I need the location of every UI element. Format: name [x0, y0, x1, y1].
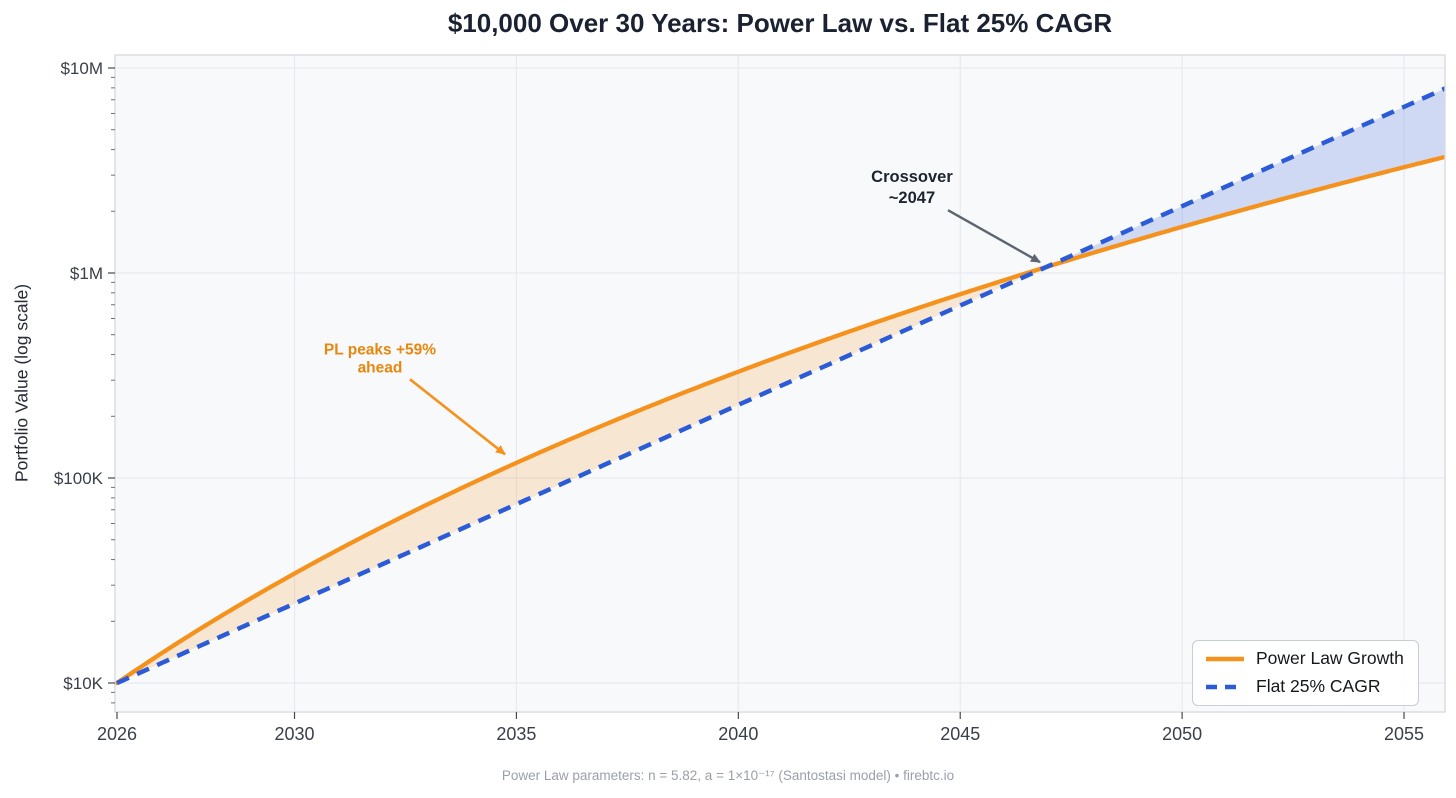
- legend-label-power-law: Power Law Growth: [1256, 648, 1404, 668]
- crossover-annotation-line1: Crossover: [871, 168, 953, 186]
- legend: Power Law Growth Flat 25% CAGR: [1192, 640, 1419, 706]
- legend-dashed-line-icon: [1206, 684, 1244, 689]
- pl-peak-arrow: [409, 378, 506, 456]
- y-axis-label: Portfolio Value (log scale): [11, 283, 32, 483]
- y-tick-label: $1M: [70, 264, 103, 283]
- plot-area: [115, 55, 1445, 712]
- y-tick-label: $100K: [54, 469, 104, 488]
- x-tick-label: 2040: [718, 724, 758, 744]
- x-tick-label: 2030: [274, 724, 314, 744]
- crossover-arrow: [947, 209, 1041, 264]
- annotations: Crossover ~2047 PL peaks +59% ahead: [324, 168, 1041, 456]
- pl-peak-annotation-line1: PL peaks +59%: [324, 341, 436, 358]
- footer-parameters-note: Power Law parameters: n = 5.82, a = 1×10…: [501, 768, 955, 783]
- y-tick-label: $10M: [60, 59, 103, 78]
- crossover-annotation-line2: ~2047: [889, 189, 935, 207]
- legend-solid-line-icon: [1206, 656, 1244, 661]
- legend-item-power-law: Power Law Growth: [1205, 648, 1404, 669]
- y-tick-label: $10K: [63, 674, 103, 693]
- pl-peak-annotation-line2: ahead: [358, 359, 403, 376]
- x-tick-label: 2026: [97, 724, 137, 744]
- plot-border: [114, 54, 1446, 713]
- legend-label-cagr: Flat 25% CAGR: [1256, 676, 1381, 696]
- x-tick-label: 2050: [1162, 724, 1202, 744]
- data-series-lines: [115, 86, 1445, 686]
- x-tick-label: 2035: [496, 724, 536, 744]
- x-tick-label: 2045: [940, 724, 980, 744]
- chart-title: $10,000 Over 30 Years: Power Law vs. Fla…: [447, 8, 1113, 38]
- axis-ticks: 2026 2030 2035 2040 2045 2050 2055 $10K $100K $1M…: [54, 59, 1424, 744]
- legend-item-cagr: Flat 25% CAGR: [1205, 676, 1404, 697]
- power-law-line: [115, 154, 1445, 686]
- cagr-dashed-line: [116, 86, 1445, 686]
- x-tick-label: 2055: [1384, 724, 1424, 744]
- fill-power-law-advantage: [117, 267, 1047, 683]
